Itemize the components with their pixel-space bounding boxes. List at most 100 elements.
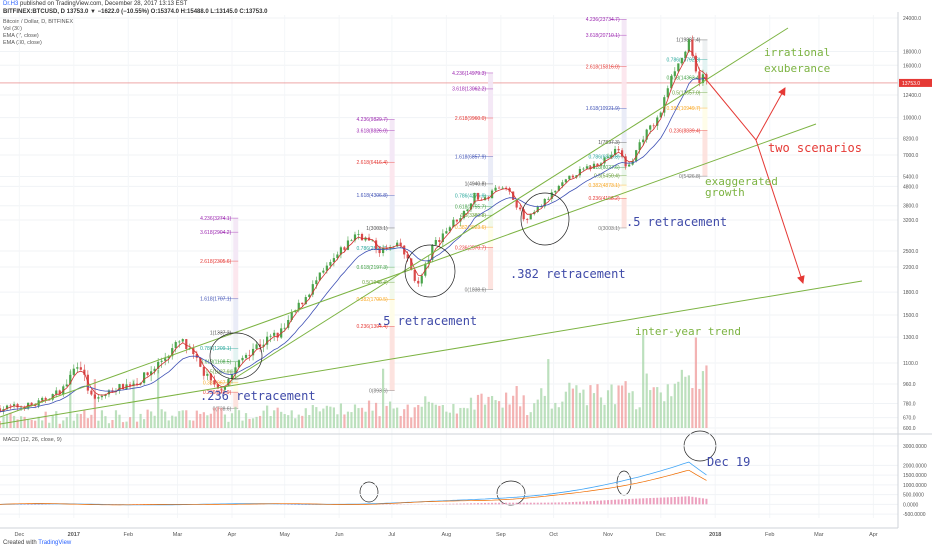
candle-body <box>571 175 574 178</box>
candle-body <box>427 259 430 264</box>
candle-body <box>135 383 139 385</box>
macd-histogram-bar <box>526 502 529 505</box>
candle-body <box>287 319 290 328</box>
volume-bar <box>540 388 543 428</box>
candle-body <box>230 374 234 379</box>
volume-bar <box>121 422 125 428</box>
candle-body <box>620 150 624 157</box>
macd-histogram-bar <box>484 502 487 505</box>
candle-body <box>297 302 300 311</box>
volume-bar <box>459 407 462 428</box>
tradingview-logo[interactable]: TradingView <box>38 540 72 546</box>
volume-bar <box>592 393 596 428</box>
volume-bar <box>568 382 571 428</box>
volume-bar <box>19 416 23 428</box>
candle-body <box>494 187 497 191</box>
author-link[interactable]: Dr.H3 <box>3 1 19 7</box>
candle-body <box>585 166 589 169</box>
candle-body <box>666 88 669 98</box>
macd-histogram-bar <box>610 499 613 505</box>
candle-body <box>192 347 195 355</box>
volume-bar <box>97 420 100 428</box>
exaggerated-growth-trendline <box>0 123 817 418</box>
candle-body <box>202 366 205 376</box>
candle-body <box>561 182 564 186</box>
candle-body <box>550 192 553 199</box>
macd-y-tick-label: 2000.0000 <box>903 463 927 469</box>
macd-histogram-bar <box>455 503 458 505</box>
candle-body <box>638 142 641 151</box>
anno-exuberance: exuberance <box>764 62 830 75</box>
volume-bar <box>364 411 367 428</box>
fib-zone <box>389 282 395 300</box>
candle-body <box>687 39 690 52</box>
macd-histogram-bar <box>701 498 704 505</box>
candle-body <box>420 275 423 284</box>
volume-bar <box>638 407 641 428</box>
volume-bar <box>287 415 290 428</box>
volume-bar <box>547 359 550 428</box>
volume-bar <box>385 405 388 428</box>
candle-body <box>58 390 61 395</box>
anno-236-retracement: .236 retracement <box>200 389 316 403</box>
candle-body <box>262 344 265 347</box>
fib-zone <box>621 66 627 109</box>
volume-bar <box>273 410 276 428</box>
volume-bar <box>44 411 47 428</box>
fib-zone <box>702 39 708 60</box>
candle-body <box>515 199 518 208</box>
volume-bar <box>441 404 444 428</box>
candle-body <box>673 71 676 76</box>
fib-zone <box>233 382 239 393</box>
fib-level-label: 3.618(20710.1) <box>586 33 620 39</box>
volume-bar <box>336 414 339 428</box>
volume-bar <box>350 412 353 428</box>
candle-body <box>311 284 314 295</box>
volume-bar <box>72 420 75 428</box>
volume-bar <box>139 413 142 428</box>
fib-level-label: 0(1838.6) <box>465 287 487 293</box>
volume-bar <box>171 415 174 428</box>
volume-bar <box>244 413 248 428</box>
fib-level-label: 1.618(10921.9) <box>586 106 620 112</box>
candle-body <box>153 368 156 372</box>
candle-body <box>100 396 104 398</box>
volume-bar <box>125 421 128 428</box>
fib-zone <box>233 348 239 362</box>
volume-bar <box>339 403 343 428</box>
volume-bar <box>248 418 251 428</box>
macd-histogram-bar <box>673 497 676 505</box>
volume-bar <box>37 416 40 428</box>
fib-zone <box>233 232 239 262</box>
candle-body <box>476 192 480 200</box>
volume-bar <box>202 412 205 428</box>
macd-histogram-bar <box>508 502 511 505</box>
volume-bar <box>628 392 631 428</box>
candle-body <box>406 254 409 259</box>
fib-level-label: 0.382(3023.6) <box>455 225 486 231</box>
fib-zone <box>233 261 239 299</box>
fib-level-label: 0(5426.8) <box>679 174 701 180</box>
candle-body <box>185 339 188 350</box>
volume-bar <box>181 410 184 428</box>
volume-bar <box>431 402 434 428</box>
last-price-label: 13753.0 <box>902 81 920 87</box>
quote-line: BITFINEX:BTCUSD, D 13753.0 ▼ −1622.0 (−1… <box>3 9 268 15</box>
legend-volume: Vol (30) <box>3 26 22 32</box>
volume-bar <box>223 414 227 428</box>
volume-bar <box>434 404 437 428</box>
volume-bar <box>371 410 374 428</box>
y-tick-label: 16000.0 <box>903 63 921 69</box>
y-tick-label: 1100.0 <box>903 361 918 367</box>
macd-line <box>0 461 707 506</box>
candle-body <box>663 97 666 113</box>
fib-zone <box>389 162 395 196</box>
volume-bar <box>90 414 93 428</box>
legend-ema30: EMA (30, close) <box>3 40 42 46</box>
publish-line: Dr.H3 published on TradingView.com, Dece… <box>3 1 187 7</box>
macd-histogram-bar <box>684 496 687 505</box>
macd-histogram-bar <box>561 502 564 505</box>
candle-body <box>357 234 360 235</box>
fib-level-label: 0.382(1700.5) <box>357 297 388 303</box>
